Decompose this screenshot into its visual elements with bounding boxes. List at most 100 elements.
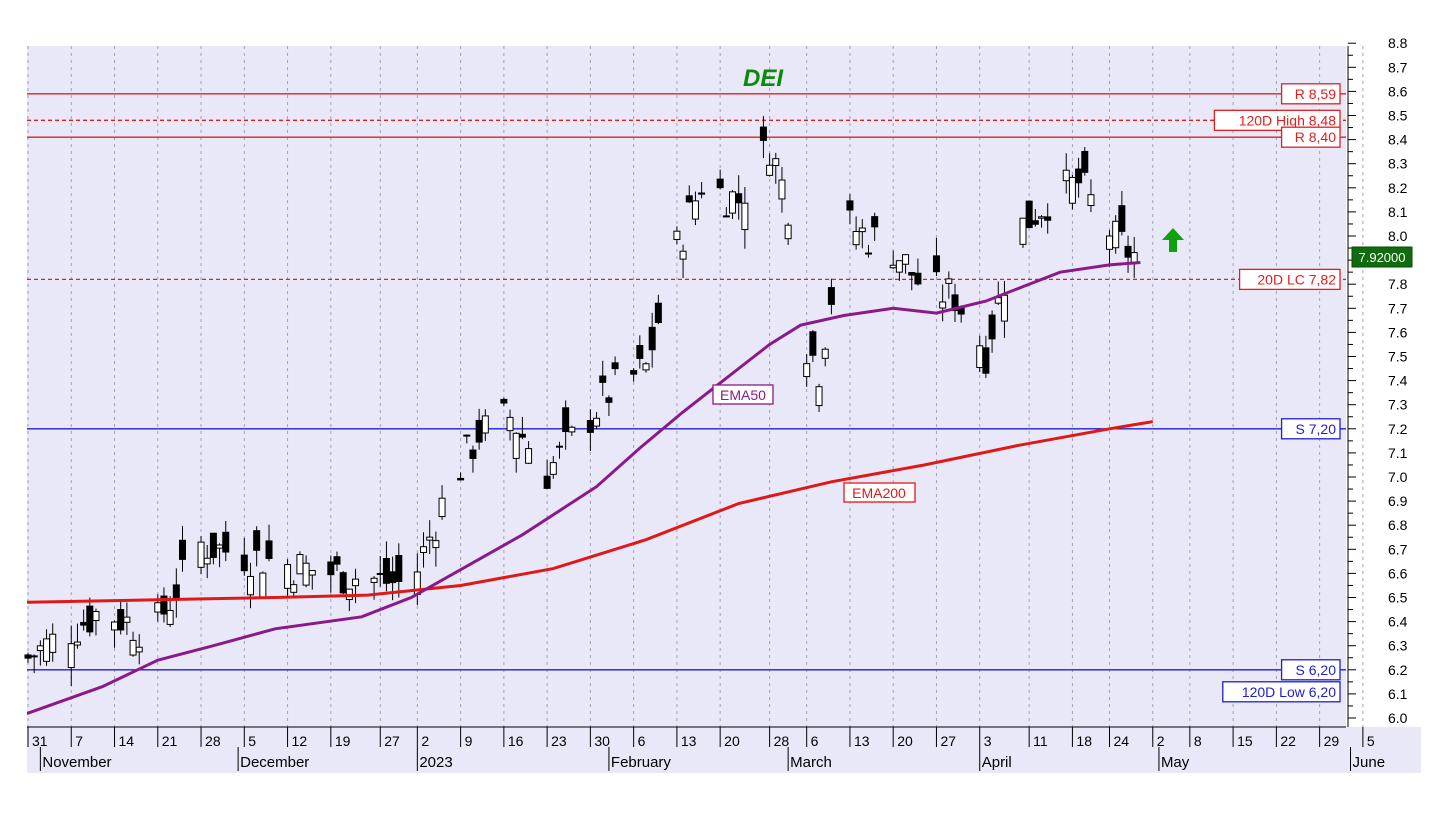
candle-body xyxy=(549,462,557,475)
y-tick-label: 8.6 xyxy=(1388,83,1408,99)
x-tick-label: 5 xyxy=(1367,733,1375,749)
x-tick-label: 18 xyxy=(1076,733,1092,749)
candle-body xyxy=(240,554,248,572)
x-tick-label: 12 xyxy=(292,733,308,749)
y-tick-label: 6.9 xyxy=(1388,493,1408,509)
x-tick-label: 6 xyxy=(638,733,646,749)
candle-body xyxy=(203,557,211,565)
candle-body xyxy=(945,278,953,284)
candle-body xyxy=(457,477,465,481)
candle-body xyxy=(160,595,168,615)
candle-body xyxy=(216,544,224,549)
candle-body xyxy=(43,638,51,662)
candle-body xyxy=(376,572,384,575)
y-tick-label: 8.2 xyxy=(1388,180,1408,196)
candle-body xyxy=(265,540,273,559)
candle-body xyxy=(716,178,724,189)
candle-body xyxy=(438,497,446,518)
candle-body xyxy=(698,192,706,195)
candle-body xyxy=(500,398,508,404)
candle-body xyxy=(784,224,792,240)
y-tick-label: 8.1 xyxy=(1388,204,1408,220)
candle-body xyxy=(222,531,230,553)
month-label: May xyxy=(1161,754,1190,771)
x-tick-label: 22 xyxy=(1280,733,1296,749)
candle-body xyxy=(382,558,390,584)
level-label-box xyxy=(1213,109,1341,131)
candle-body xyxy=(135,646,143,653)
candle-body xyxy=(951,294,959,312)
candle-body xyxy=(988,314,996,340)
level-label-box xyxy=(1280,83,1341,105)
candle-body xyxy=(352,578,360,587)
y-tick-label: 7.6 xyxy=(1388,324,1408,340)
x-tick-label: 5 xyxy=(248,733,256,749)
candle-body xyxy=(803,363,811,378)
candle-body xyxy=(562,407,570,433)
candle-body xyxy=(166,609,174,625)
candle-body xyxy=(1038,216,1046,219)
x-tick-label: 11 xyxy=(1033,733,1048,749)
candle-body xyxy=(259,572,267,599)
x-tick-label: 23 xyxy=(551,733,567,749)
candle-body xyxy=(253,530,261,551)
level-lines xyxy=(27,93,1346,671)
candle-body xyxy=(902,254,910,265)
level-label: 120D Low 6,20 xyxy=(1242,684,1336,700)
level-label: S 6,20 xyxy=(1296,662,1337,678)
x-tick-label: 15 xyxy=(1237,733,1253,749)
candle-body xyxy=(370,577,378,583)
x-tick-label: 28 xyxy=(774,733,790,749)
up-arrow-icon xyxy=(1162,228,1184,252)
candle-body xyxy=(197,541,205,568)
month-label: February xyxy=(611,754,672,771)
y-tick-label: 8.0 xyxy=(1388,228,1408,244)
y-tick-label: 6.4 xyxy=(1388,614,1408,630)
x-tick-label: 2 xyxy=(421,733,429,749)
candle-body xyxy=(827,287,835,305)
candle-body xyxy=(395,555,403,583)
y-tick-label: 6.0 xyxy=(1388,710,1408,726)
candle-body xyxy=(630,370,638,375)
candle-body xyxy=(463,434,471,437)
candle-body xyxy=(284,564,292,589)
candle-body xyxy=(1031,220,1039,225)
y-tick-label: 8.5 xyxy=(1388,108,1408,124)
candle-body xyxy=(506,416,514,432)
candle-body xyxy=(1112,220,1120,249)
y-tick-label: 6.7 xyxy=(1388,541,1408,557)
y-tick-label: 6.5 xyxy=(1388,590,1408,606)
candle-body xyxy=(611,362,619,370)
candle-body xyxy=(389,571,397,584)
candle-body xyxy=(154,602,162,613)
last-price-label: 7.92000 xyxy=(1359,250,1406,265)
y-tick-label: 7.2 xyxy=(1388,421,1408,437)
candle-body xyxy=(481,415,489,434)
x-tick-label: 9 xyxy=(465,733,473,749)
candle-body xyxy=(475,419,483,443)
candle-body xyxy=(605,397,613,403)
plot-background xyxy=(27,46,1346,727)
level-label: R 8,59 xyxy=(1295,86,1336,102)
candle-body xyxy=(858,227,866,233)
candle-body xyxy=(809,331,817,356)
candle-body xyxy=(123,616,131,623)
y-tick-label: 8.8 xyxy=(1388,35,1408,51)
candle-body xyxy=(555,445,563,448)
month-label: November xyxy=(42,754,111,771)
x-tick-label: 16 xyxy=(508,733,524,749)
grid-lines xyxy=(27,46,1364,727)
y-tick-label: 7.3 xyxy=(1388,397,1408,413)
x-tick-label: 3 xyxy=(984,733,992,749)
axis-strip-background xyxy=(1346,46,1421,727)
candle-body xyxy=(852,230,860,246)
candle-body xyxy=(1062,169,1070,182)
candle-body xyxy=(296,554,304,575)
candle-body xyxy=(932,255,940,273)
level-label-box xyxy=(1280,126,1341,148)
x-tick-label: 31 xyxy=(32,733,48,749)
y-axis: 6.0 6.1 6.2 6.3 6.4 6.5 6.6 6.7 6.8 6.9 7.0 7.1 7.2 7… xyxy=(1347,35,1408,727)
candle-body xyxy=(976,345,984,369)
candle-body xyxy=(1019,217,1027,245)
